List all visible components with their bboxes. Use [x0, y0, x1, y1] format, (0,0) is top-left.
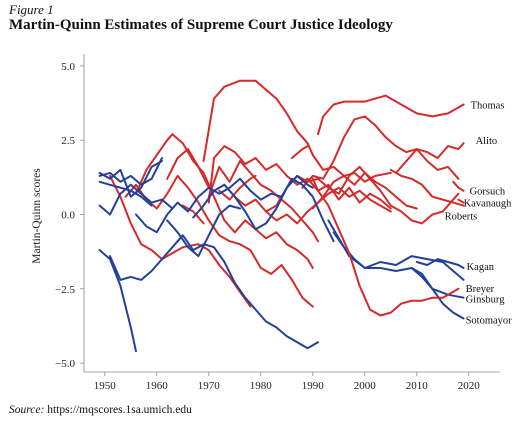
series-line-thomas [317, 94, 465, 136]
series-lines-layer [98, 79, 465, 353]
series-line [166, 148, 210, 189]
source-note: Source: https://mqscores.1sa.umich.edu [9, 404, 192, 416]
x-tick-label: 1970 [198, 380, 221, 392]
series-line [233, 186, 392, 225]
y-tick-label: −5.0 [55, 358, 75, 370]
x-tick-label: 2000 [354, 380, 377, 392]
justice-label-breyer: Breyer [466, 284, 495, 295]
justice-label-thomas: Thomas [471, 101, 505, 112]
series-line-breyer [332, 231, 465, 281]
series-line [311, 171, 418, 210]
plot-frame [83, 54, 500, 373]
series-line-alito [395, 142, 465, 174]
x-tick-label: 1980 [250, 380, 273, 392]
justice-label-alito: Alito [476, 136, 498, 147]
series-line [207, 145, 392, 210]
source-url: https://mqscores.1sa.umich.edu [44, 404, 192, 416]
x-tick-label: 2020 [458, 380, 481, 392]
series-line [124, 174, 314, 308]
justice-label-ginsburg: Ginsburg [466, 295, 506, 306]
justice-label-gorsuch: Gorsuch [470, 187, 506, 198]
chart-title: Martin-Quinn Estimates of Supreme Court … [9, 17, 393, 33]
x-tick-label: 1950 [94, 380, 117, 392]
series-line-sotomayor [410, 267, 465, 320]
ticks-layer: 1950 1960 1970 1980 1990 2000 2010 2020 5.0 2.5 0.… [55, 61, 480, 392]
justice-label-roberts: Roberts [445, 212, 478, 223]
series-line [98, 157, 163, 186]
series-line [311, 177, 460, 317]
series-line [181, 204, 205, 225]
x-tick-label: 2010 [406, 380, 429, 392]
series-line-ginsburg [327, 219, 465, 299]
series-line [301, 115, 460, 189]
figure-label: Figure 1 [9, 2, 54, 17]
y-tick-label: 2.5 [61, 135, 75, 147]
series-line [202, 79, 392, 183]
series-line [166, 204, 241, 258]
series-line [218, 174, 257, 201]
series-line [207, 160, 319, 243]
x-tick-label: 1960 [146, 380, 169, 392]
y-tick-label: −2.5 [55, 284, 75, 296]
justice-label-sotomayor: Sotomayor [466, 316, 513, 327]
series-line [135, 133, 314, 269]
series-line [291, 145, 309, 159]
series-line [98, 160, 163, 198]
justice-label-kagan: Kagan [467, 262, 495, 273]
series-line [135, 177, 335, 243]
series-line [109, 174, 252, 308]
x-tick-label: 1990 [302, 380, 325, 392]
y-tick-label: 5.0 [61, 61, 75, 73]
y-tick-label: 0.0 [61, 209, 75, 221]
series-line-kavanaugh [457, 198, 465, 204]
source-label: Source: [9, 404, 45, 416]
chart-svg: 1950 1960 1970 1980 1990 2000 2010 2020 5.0 2.5 0.… [31, 54, 513, 392]
series-line [109, 234, 319, 350]
series-line [98, 183, 174, 216]
y-axis-label: Martin-Quinn scores [31, 168, 43, 264]
series-line [98, 249, 137, 353]
series-line-gorsuch [452, 180, 465, 192]
series-line-kagan [415, 258, 465, 269]
justice-label-kavanaugh: Kavanaugh [464, 199, 513, 210]
